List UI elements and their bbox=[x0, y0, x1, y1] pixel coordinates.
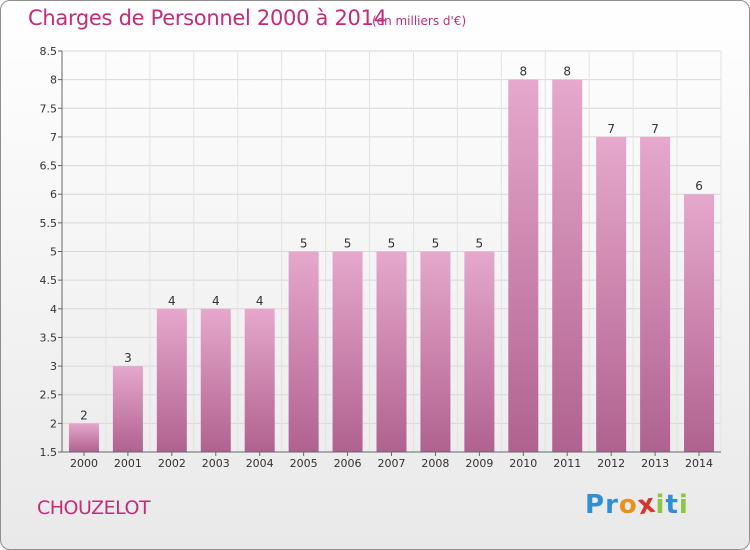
x-tick-label-2007: 2007 bbox=[378, 457, 406, 470]
bar-2001 bbox=[112, 366, 143, 452]
value-label-2002: 4 bbox=[168, 294, 176, 308]
bar-2009 bbox=[464, 251, 495, 452]
value-label-2011: 8 bbox=[563, 65, 571, 79]
bar-2006 bbox=[332, 251, 363, 452]
proxiti-logo: Proxiti bbox=[585, 489, 689, 522]
y-tick-label: 3.5 bbox=[40, 331, 58, 344]
logo-letter: o bbox=[618, 490, 638, 520]
y-tick-label: 4.5 bbox=[40, 274, 58, 287]
value-label-2005: 5 bbox=[300, 237, 308, 251]
x-tick-label-2001: 2001 bbox=[114, 457, 142, 470]
x-tick-label-2003: 2003 bbox=[202, 457, 230, 470]
bar-2014 bbox=[684, 194, 715, 452]
bar-2010 bbox=[508, 79, 539, 453]
value-label-2001: 3 bbox=[124, 351, 132, 365]
x-tick-label-2005: 2005 bbox=[290, 457, 318, 470]
y-tick-label: 2 bbox=[50, 417, 57, 430]
x-tick-label-2011: 2011 bbox=[553, 457, 581, 470]
chart-title: Charges de Personnel 2000 à 2014 bbox=[28, 6, 387, 30]
value-label-2006: 5 bbox=[344, 237, 352, 251]
value-label-2010: 8 bbox=[519, 65, 527, 79]
value-label-2000: 2 bbox=[80, 408, 88, 422]
bar-2012 bbox=[596, 136, 627, 452]
x-tick-label-2012: 2012 bbox=[597, 457, 625, 470]
bars: 2 3 4 4 4 5 5 5 5 5 8 8 7 7 6 bbox=[68, 65, 715, 453]
logo-letter: i bbox=[655, 490, 666, 520]
logo-letter: i bbox=[678, 490, 689, 520]
y-tick-label: 4 bbox=[50, 303, 57, 316]
y-tick-label: 6.5 bbox=[40, 160, 58, 173]
y-tick-label: 7 bbox=[50, 131, 57, 144]
x-tick-label-2008: 2008 bbox=[421, 457, 449, 470]
bar-2002 bbox=[156, 308, 187, 452]
axes: 1.5 2 2.5 3 3.5 4 4.5 5 5.5 6 6.5 7 7.5 8 8.5 2000 2001 2… bbox=[40, 45, 721, 470]
value-label-2013: 7 bbox=[651, 122, 659, 136]
y-tick-label: 2.5 bbox=[40, 389, 58, 402]
bar-2004 bbox=[244, 308, 275, 452]
value-label-2012: 7 bbox=[607, 122, 615, 136]
bar-2013 bbox=[640, 136, 671, 452]
y-tick-label: 7.5 bbox=[40, 102, 58, 115]
x-tick-label-2009: 2009 bbox=[465, 457, 493, 470]
bar-2008 bbox=[420, 251, 451, 452]
y-tick-label: 6 bbox=[50, 188, 57, 201]
value-label-2014: 6 bbox=[695, 179, 703, 193]
logo-letter: t bbox=[665, 490, 679, 520]
value-label-2003: 4 bbox=[212, 294, 220, 308]
x-tick-label-2000: 2000 bbox=[70, 457, 98, 470]
value-label-2004: 4 bbox=[256, 294, 264, 308]
chart-subtitle: (en milliers d'€) bbox=[372, 14, 467, 28]
commune-name: CHOUZELOT bbox=[37, 497, 151, 519]
x-tick-label-2006: 2006 bbox=[334, 457, 362, 470]
x-tick-label-2014: 2014 bbox=[685, 457, 713, 470]
y-tick-label: 5.5 bbox=[40, 217, 58, 230]
bar-2003 bbox=[200, 308, 231, 452]
x-tick-label-2010: 2010 bbox=[509, 457, 537, 470]
y-tick-label: 8 bbox=[50, 74, 57, 87]
bar-2000 bbox=[68, 423, 99, 452]
value-label-2007: 5 bbox=[388, 237, 396, 251]
y-tick-label: 1.5 bbox=[40, 446, 58, 459]
value-label-2008: 5 bbox=[432, 237, 440, 251]
x-tick-label-2004: 2004 bbox=[246, 457, 274, 470]
y-tick-label: 8.5 bbox=[40, 45, 58, 58]
x-tick-label-2002: 2002 bbox=[158, 457, 186, 470]
y-tick-label: 3 bbox=[50, 360, 57, 373]
x-tick-label-2013: 2013 bbox=[641, 457, 669, 470]
value-label-2009: 5 bbox=[476, 237, 484, 251]
bar-2011 bbox=[552, 79, 583, 453]
bar-2007 bbox=[376, 251, 407, 452]
logo-letter: P bbox=[585, 490, 606, 520]
y-tick-label: 5 bbox=[50, 246, 57, 259]
bar-2005 bbox=[288, 251, 319, 452]
logo-letter: r bbox=[605, 490, 619, 520]
